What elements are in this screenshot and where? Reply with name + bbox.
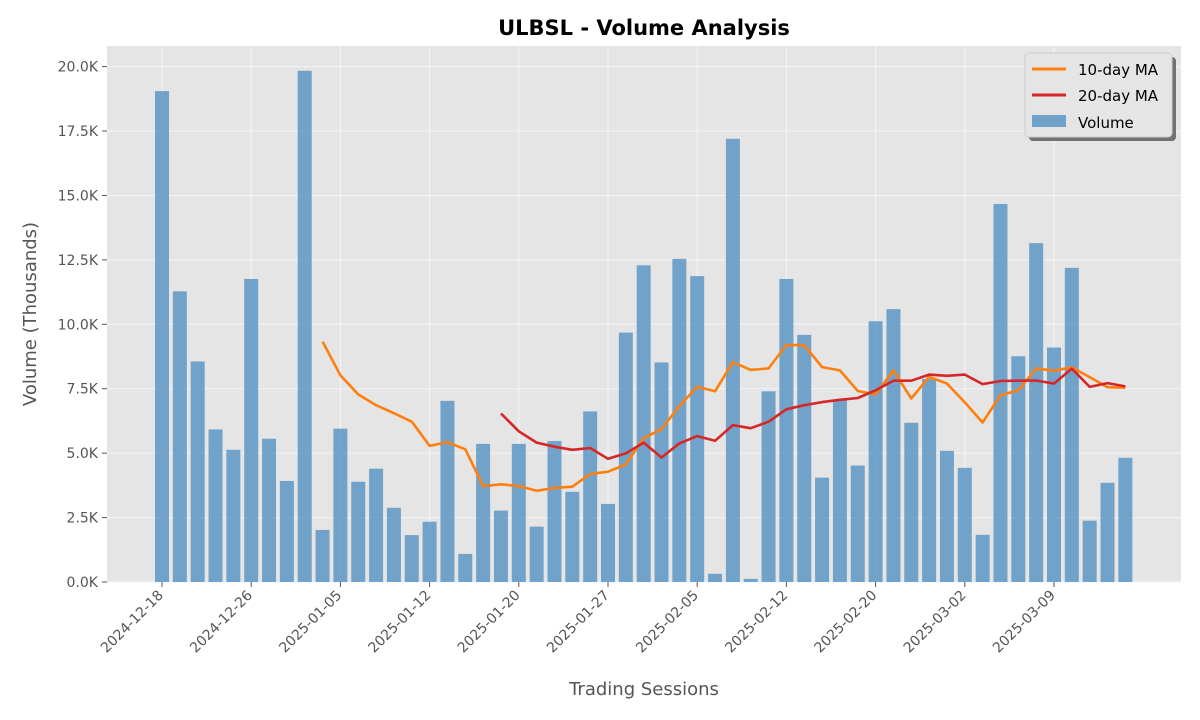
legend-volume-swatch — [1032, 115, 1066, 127]
volume-bar — [618, 332, 633, 582]
volume-bar — [1011, 356, 1026, 582]
volume-bar — [779, 278, 794, 582]
volume-bar — [1064, 267, 1079, 582]
x-tick-label: 2025-02-20 — [812, 588, 881, 657]
ma20-line — [500, 367, 1126, 461]
volume-bar — [868, 321, 883, 582]
volume-bar — [708, 573, 723, 582]
volume-bar — [404, 535, 419, 582]
volume-bar — [422, 521, 437, 582]
volume-bar — [172, 291, 187, 582]
volume-bar — [797, 334, 812, 582]
volume-bar — [904, 422, 919, 582]
moving-average-lines — [321, 340, 1126, 493]
y-tick-label: 20.0K — [58, 60, 99, 76]
volume-bar — [1082, 520, 1097, 582]
volume-bar — [654, 362, 669, 582]
y-tick-label: 10.0K — [58, 317, 99, 333]
volume-bar — [725, 138, 740, 582]
volume-bar — [993, 203, 1008, 582]
volume-bar — [226, 449, 241, 582]
ma10-line — [321, 340, 1126, 493]
y-tick-label: 12.5K — [58, 253, 99, 269]
volume-bar — [886, 309, 901, 582]
volume-bar — [672, 258, 687, 582]
volume-bar — [511, 443, 526, 582]
volume-bars — [155, 70, 1133, 582]
volume-bar — [922, 378, 937, 582]
volume-bar — [1029, 243, 1044, 582]
y-tick-label: 7.5K — [67, 382, 99, 398]
volume-bar — [351, 481, 366, 582]
legend-ma10-label: 10-day MA — [1078, 61, 1159, 79]
x-axis-title: Trading Sessions — [568, 679, 719, 700]
y-axis-ticks: 0.0K 2.5K 5.0K 7.5K 10.0K 12.5K 15.0K 17.5K 20.0… — [58, 60, 107, 591]
x-tick-label: 2025-01-12 — [366, 588, 435, 657]
volume-bar — [939, 450, 954, 582]
volume-bar — [761, 391, 776, 582]
volume-bar — [832, 399, 847, 582]
volume-bar — [155, 91, 169, 582]
volume-bar — [743, 578, 758, 582]
y-axis-title: Volume (Thousands) — [20, 222, 41, 406]
volume-bar — [975, 534, 990, 582]
x-tick-label: 2025-02-12 — [722, 588, 791, 657]
x-tick-label: 2024-12-26 — [187, 587, 256, 656]
volume-bar — [547, 441, 562, 582]
legend-ma20-label: 20-day MA — [1078, 87, 1159, 105]
volume-bar — [601, 503, 615, 582]
volume-bar — [690, 276, 705, 582]
x-tick-label: 2025-01-27 — [544, 588, 613, 657]
volume-bar — [190, 361, 205, 582]
volume-bar — [529, 526, 544, 582]
volume-bar — [297, 70, 312, 582]
volume-bar — [815, 477, 830, 582]
volume-bar — [1047, 347, 1061, 582]
volume-bar — [279, 480, 294, 582]
x-tick-label: 2024-12-18 — [98, 588, 167, 657]
y-tick-label: 17.5K — [58, 124, 99, 140]
volume-bar — [333, 428, 348, 582]
volume-bar — [262, 438, 277, 582]
volume-bar — [636, 265, 651, 582]
legend: 10-day MA 20-day MA Volume — [1024, 52, 1176, 141]
y-tick-label: 2.5K — [67, 511, 99, 527]
volume-bar — [1118, 457, 1133, 582]
y-tick-label: 0.0K — [67, 575, 99, 591]
x-tick-label: 2025-02-05 — [633, 588, 702, 657]
volume-bar — [386, 507, 401, 582]
volume-bar — [244, 278, 259, 582]
x-tick-label: 2025-01-20 — [455, 588, 524, 657]
volume-bar — [440, 400, 455, 582]
y-tick-label: 5.0K — [67, 446, 99, 462]
volume-bar — [208, 429, 223, 582]
volume-bar — [476, 443, 491, 582]
x-tick-label: 2025-03-02 — [901, 588, 970, 657]
volume-bar — [369, 468, 384, 582]
chart-title: ULBSL - Volume Analysis — [498, 16, 790, 40]
legend-volume-label: Volume — [1078, 114, 1134, 132]
volume-bar — [565, 491, 580, 582]
volume-bar — [315, 529, 330, 582]
x-tick-label: 2025-01-05 — [276, 588, 345, 657]
volume-bar — [850, 465, 865, 582]
volume-bar — [957, 467, 972, 582]
volume-bar — [458, 553, 473, 582]
volume-bar — [493, 510, 508, 582]
x-tick-label: 2025-03-09 — [990, 588, 1059, 657]
volume-bar — [583, 411, 598, 582]
y-tick-label: 15.0K — [58, 188, 99, 204]
x-axis-ticks: 2024-12-18 2024-12-26 2025-01-05 2025-01-12… — [98, 582, 1059, 656]
volume-bar — [1100, 482, 1115, 582]
